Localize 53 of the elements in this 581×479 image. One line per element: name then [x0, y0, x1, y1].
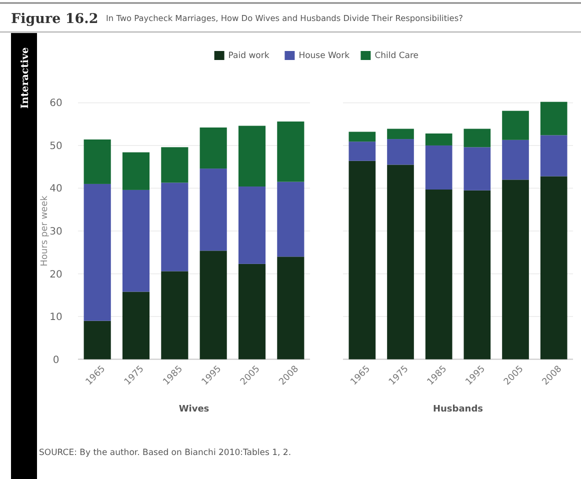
bar	[277, 256, 304, 360]
bar	[425, 190, 452, 360]
bar	[200, 168, 227, 251]
bar	[425, 133, 452, 146]
y-tick-label: 10	[50, 312, 62, 324]
legend-label: Paid work	[228, 50, 270, 61]
bar	[502, 110, 529, 140]
bar	[122, 190, 150, 292]
bar	[161, 182, 188, 272]
bar	[540, 176, 568, 360]
bar	[238, 126, 266, 187]
y-tick-label: 60	[50, 98, 62, 110]
bar	[277, 182, 304, 257]
bar	[122, 152, 150, 190]
x-axis-title: Husbands	[432, 404, 484, 414]
source-note: SOURCE: By the author. Based on Bianchi 2010:Tables 1, 2.	[39, 448, 292, 458]
bar	[387, 164, 414, 360]
chart-title: Figure 16.2	[11, 11, 98, 27]
bar	[348, 142, 376, 161]
bar	[200, 128, 227, 169]
bar	[238, 186, 266, 264]
bar	[161, 147, 188, 183]
bar	[540, 135, 568, 176]
bar	[84, 139, 111, 184]
y-tick-label: 20	[50, 269, 62, 280]
bar	[277, 122, 304, 182]
bar	[200, 250, 227, 360]
bar	[122, 292, 150, 360]
bar	[238, 264, 266, 360]
y-tick-label: 0	[52, 354, 60, 366]
y-tick-label: 30	[50, 226, 62, 238]
bar	[464, 190, 491, 360]
bar	[464, 147, 491, 190]
bar	[464, 128, 491, 148]
y-tick-label: 40	[50, 184, 62, 195]
bar	[161, 271, 188, 360]
bar	[348, 160, 376, 360]
bar	[348, 132, 376, 142]
text: Interactive	[20, 47, 31, 109]
y-axis-title: Hours per week	[40, 194, 50, 266]
bar	[84, 320, 111, 360]
y-tick-label: 50	[50, 140, 62, 152]
legend-label: Child Care	[374, 50, 419, 61]
bar	[425, 145, 452, 190]
chart-subtitle: In Two Paycheck Marriages, How Do Wives and Husbands Divide Their Responsibilities?	[106, 13, 463, 23]
bar	[502, 140, 529, 180]
bar	[84, 184, 111, 321]
bar	[502, 180, 529, 360]
legend-label: House Work	[298, 50, 350, 61]
bar	[387, 139, 414, 165]
bar	[540, 102, 568, 136]
bar	[387, 128, 414, 140]
x-axis-title: Wives	[178, 404, 210, 414]
